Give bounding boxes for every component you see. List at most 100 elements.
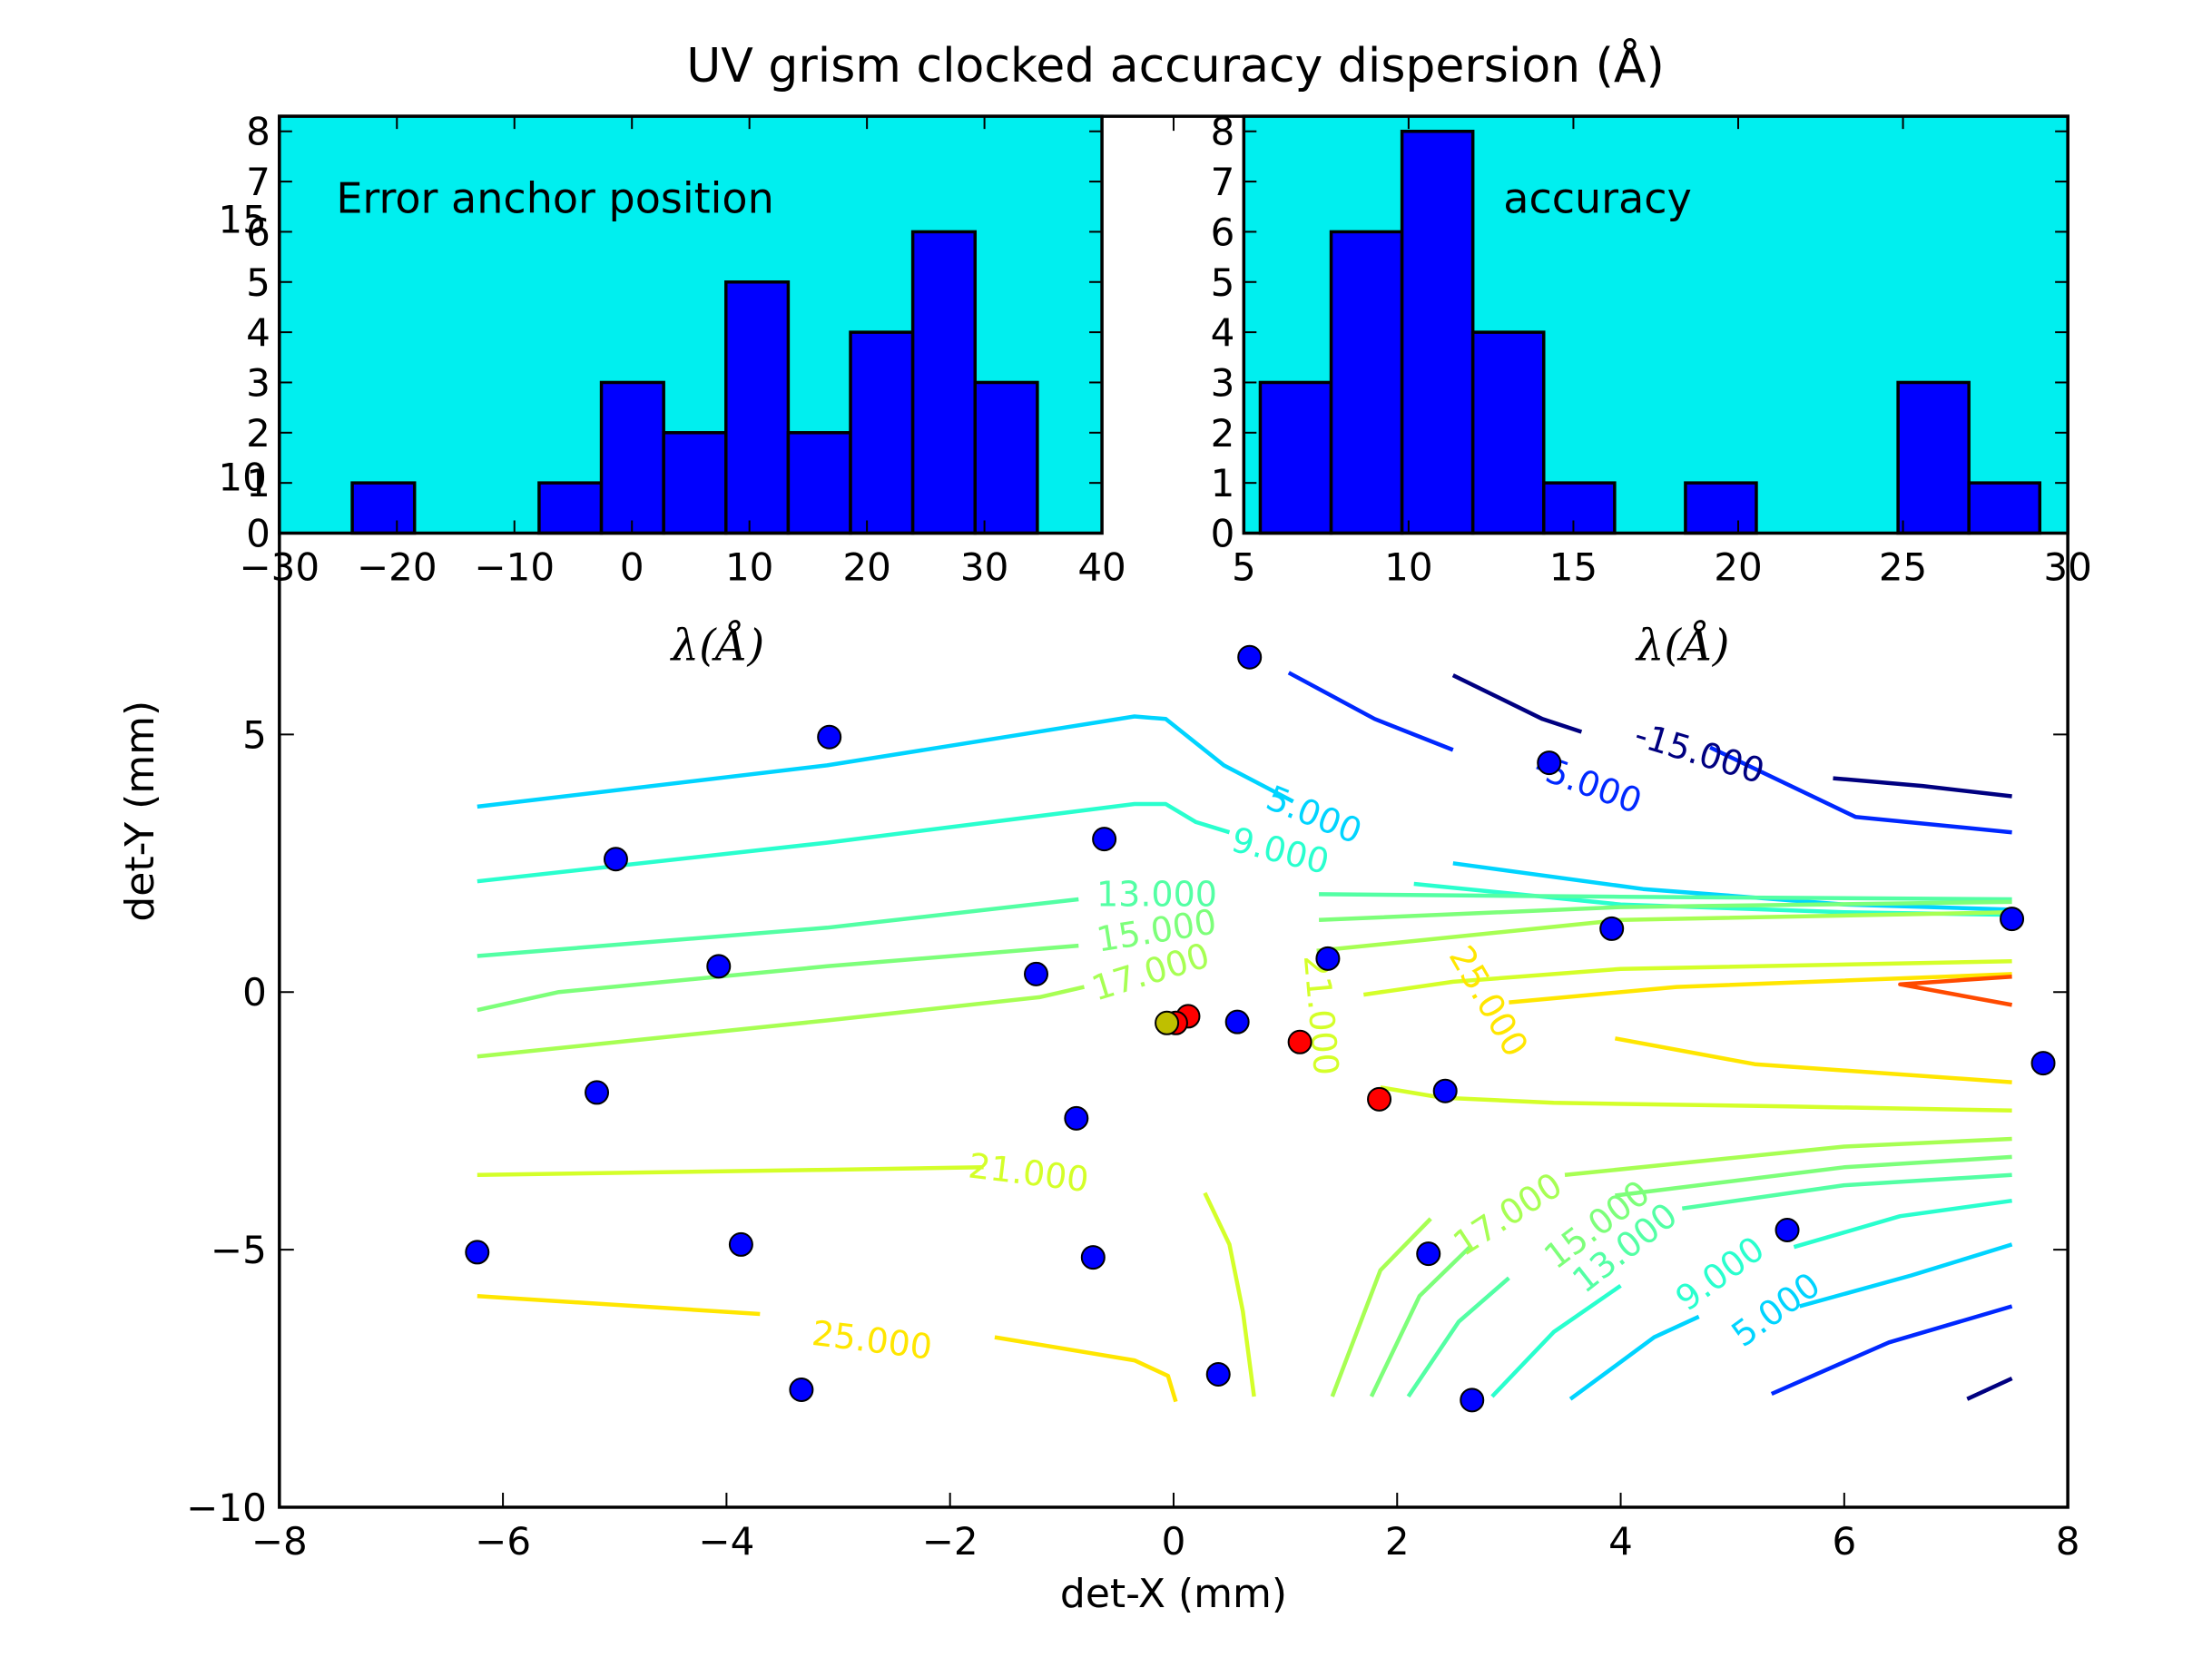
contour-line-21 (1203, 1191, 1256, 1397)
contour-line-neg15 (1451, 673, 1583, 734)
histogram-bar (1896, 380, 1971, 535)
histogram-bar (1258, 380, 1333, 535)
histogram-bar (1329, 230, 1404, 535)
x-tick-label: −2 (922, 1519, 978, 1564)
histogram-accuracy-bars (1258, 129, 2042, 535)
histogram-bar (1967, 481, 2042, 535)
histogram-bar (1684, 481, 1758, 535)
y-tick-label: 1 (246, 461, 270, 505)
histogram-anchor-xlabel: λ(Å) (670, 620, 765, 672)
histogram-accuracy: 5 10 15 20 25 30 0 1 2 3 4 5 6 7 8 accuracy λ(Å) (1211, 110, 2092, 672)
scatter-point (1287, 1029, 1312, 1054)
contour-line-neg5 (1770, 1304, 2013, 1397)
y-tick-label: 4 (1211, 310, 1235, 355)
contour-line-9 (1793, 1198, 2012, 1250)
contour-line-neg15 (1966, 1376, 2013, 1401)
x-tick-label: 40 (1077, 545, 1126, 590)
scatter-point (1599, 916, 1625, 941)
x-tick-label: 20 (1714, 545, 1762, 590)
scatter-point (1416, 1241, 1441, 1267)
y-tick-label: −10 (186, 1486, 267, 1530)
histogram-bar (786, 431, 852, 535)
histogram-bar (1400, 129, 1475, 535)
histogram-bar (910, 230, 977, 535)
y-tick-label: 7 (246, 160, 270, 204)
y-tick-label: 5 (246, 260, 270, 305)
scatter-point (706, 954, 732, 979)
scatter-point (1092, 827, 1117, 852)
y-tick-label: 2 (1211, 411, 1235, 456)
scatter-point (585, 1080, 610, 1105)
scatter-point (603, 847, 628, 872)
contour-line-9 (1490, 1283, 1622, 1398)
scatter-point (1775, 1218, 1800, 1243)
scatter-point (789, 1378, 814, 1402)
histogram-accuracy-xlabel: λ(Å) (1635, 620, 1730, 672)
contour-line-15 (1319, 899, 2012, 923)
contour-label: 13.000 (1096, 875, 1217, 915)
histogram-bar (849, 330, 915, 535)
x-tick-label: 5 (1232, 545, 1256, 590)
scatter-point (1367, 1086, 1392, 1112)
contour-line-21 (477, 1165, 984, 1178)
x-tick-label: −30 (239, 545, 320, 590)
x-tick-label: 30 (960, 545, 1008, 590)
y-tick-label: −5 (211, 1228, 267, 1272)
scatter-point (2030, 1051, 2056, 1076)
x-tick-label: 10 (725, 545, 773, 590)
contour-line-25 (1614, 1036, 2012, 1084)
scatter-point (1224, 1009, 1250, 1035)
x-tick-label: −10 (474, 545, 555, 590)
x-tick-label: 2 (1385, 1519, 1410, 1564)
contour-line-neg5 (1709, 745, 2012, 835)
y-tick-label: 0 (246, 512, 270, 556)
contour-line-17 (1564, 1136, 2012, 1178)
histogram-bar (537, 481, 604, 535)
histogram-anchor-ticks: −30 −20 −10 0 10 20 30 40 0 1 2 3 4 5 6 7 8 (239, 110, 1126, 590)
histogram-accuracy-annotation: accuracy (1503, 173, 1692, 222)
scatter-point (1537, 750, 1562, 776)
histogram-anchor-position: −30 −20 −10 0 10 20 30 40 0 1 2 3 4 5 6 7 8 Error anchor… (239, 110, 1126, 672)
contour-line-29 (1898, 974, 2013, 1007)
scatter-point (1432, 1078, 1458, 1103)
y-tick-label: 0 (242, 970, 267, 1015)
x-tick-label: 4 (1608, 1519, 1633, 1564)
contour-line-13 (1406, 1276, 1510, 1398)
scatter-point (1024, 961, 1049, 986)
y-tick-label: 3 (1211, 360, 1235, 405)
scatter-point (1460, 1388, 1485, 1413)
contour-line-13 (1319, 892, 2012, 902)
y-tick-label: 6 (1211, 210, 1235, 254)
histogram-anchor-bars (350, 230, 1039, 535)
histogram-bar (1542, 481, 1617, 535)
contour-line-neg5 (1287, 671, 1454, 752)
x-tick-label: 8 (2056, 1519, 2080, 1564)
x-tick-label: 20 (842, 545, 890, 590)
y-tick-label: 4 (246, 310, 270, 355)
x-tick-label: 6 (1832, 1519, 1856, 1564)
contour-line-15 (1615, 1154, 2012, 1198)
scatter-point (1064, 1105, 1089, 1131)
x-tick-label: 10 (1384, 545, 1432, 590)
contour-line-21 (1362, 958, 2012, 997)
contour-line-neg15 (1833, 776, 2012, 799)
contour-line-5 (477, 714, 1294, 809)
x-tick-label: 30 (2043, 545, 2091, 590)
scatter-point (1237, 644, 1263, 670)
scatter-point (817, 724, 842, 750)
contour-line-17 (1316, 909, 2012, 954)
contour-line-21 (1380, 1085, 2012, 1113)
y-tick-label: 10 (218, 456, 266, 500)
y-tick-label: 15 (218, 198, 266, 242)
histogram-bar (1470, 330, 1546, 535)
y-axis-label: det-Y (mm) (117, 701, 163, 922)
contour-line-13 (1681, 1172, 2012, 1211)
y-tick-label: 1 (1211, 461, 1235, 505)
contour-line-5 (1799, 1242, 2013, 1309)
histogram-bar (350, 481, 417, 535)
scatter-point (465, 1240, 490, 1265)
y-tick-label: 5 (242, 712, 267, 757)
scatter-point (728, 1231, 753, 1257)
scatter-point (1205, 1361, 1231, 1387)
scatter-point (2000, 907, 2025, 932)
